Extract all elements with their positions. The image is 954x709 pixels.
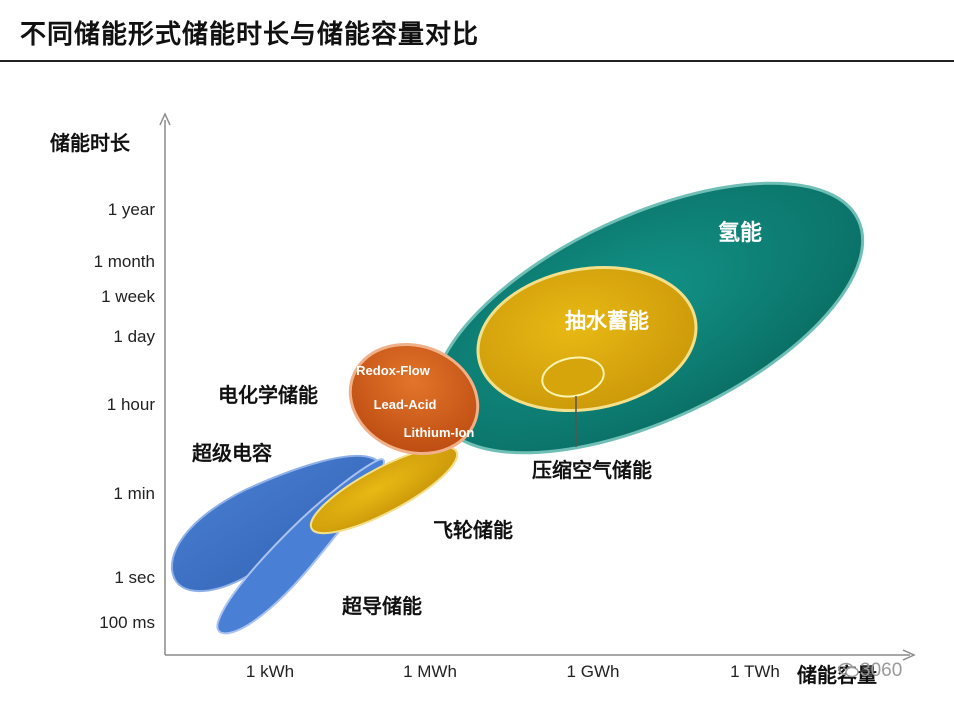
- superconducting-label: 超导储能: [341, 594, 422, 618]
- x-tick-label: 1 kWh: [246, 662, 294, 681]
- y-tick-label: 1 week: [101, 287, 155, 306]
- redox-flow-label: Redox-Flow: [356, 363, 431, 378]
- electrochemical-label: 电化学储能: [218, 383, 318, 407]
- x-tick-label: 1 TWh: [730, 662, 780, 681]
- watermark-text: 3060: [860, 660, 903, 681]
- x-tick-label: 1 GWh: [567, 662, 620, 681]
- flywheel-region: [309, 445, 459, 535]
- y-tick-label: 1 hour: [107, 395, 156, 414]
- wechat-icon: [838, 662, 860, 678]
- y-tick-label: 1 day: [113, 327, 155, 346]
- lead-acid-label: Lead-Acid: [374, 397, 437, 412]
- watermark: 3060: [838, 660, 902, 682]
- x-axis-arrow-icon: [902, 649, 916, 661]
- y-axis-label: 储能时长: [50, 131, 131, 155]
- y-tick-label: 100 ms: [99, 613, 155, 632]
- compressed-air-label: 压缩空气储能: [532, 458, 652, 482]
- x-tick-label: 1 MWh: [403, 662, 457, 681]
- y-tick-label: 1 year: [108, 200, 156, 219]
- lithium-ion-label: Lithium-Ion: [404, 425, 475, 440]
- y-axis-arrow-icon: [159, 112, 171, 126]
- flywheel-label: 飞轮储能: [433, 518, 513, 542]
- electrochemical-region: [348, 342, 480, 456]
- y-tick-label: 1 sec: [114, 568, 155, 587]
- y-tick-label: 1 month: [94, 252, 155, 271]
- title-divider: [0, 60, 954, 62]
- page-title: 不同储能形式储能时长与储能容量对比: [20, 20, 480, 50]
- pumped-hydro-region: [476, 265, 698, 413]
- supercapacitor-label: 超级电容: [191, 441, 272, 465]
- pumped-hydro-label: 抽水蓄能: [565, 309, 649, 333]
- hydrogen-label: 氢能: [718, 220, 762, 246]
- y-tick-label: 1 min: [113, 484, 155, 503]
- x-axis-label: 储能容量: [797, 663, 877, 687]
- compressed-air-region: [541, 356, 605, 398]
